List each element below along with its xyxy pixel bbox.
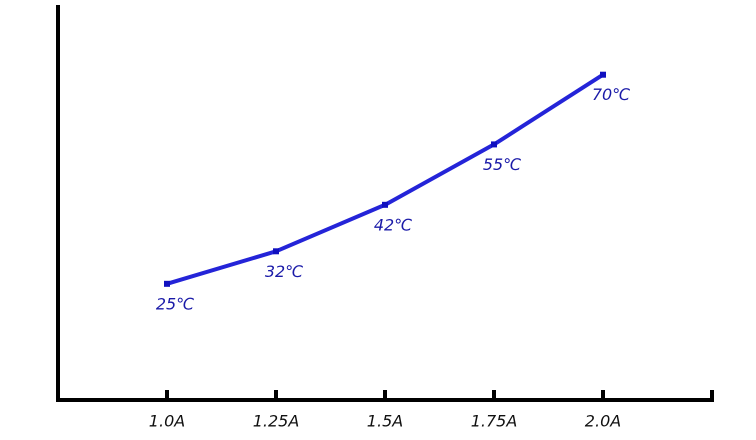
data-label: 42℃: [374, 215, 412, 234]
line: [166, 73, 605, 286]
x-tick-label: 1.0A: [149, 412, 185, 431]
data-label: 70℃: [592, 85, 630, 104]
x-tick-label: 1.5A: [367, 412, 403, 431]
point: [491, 141, 497, 148]
point: [382, 201, 388, 208]
x-tick-label: 2.0A: [585, 412, 621, 431]
point: [164, 280, 170, 287]
point: [600, 71, 606, 78]
point: [273, 248, 279, 255]
x-tick-label: 1.75A: [471, 412, 518, 431]
x-tick-label: 1.25A: [253, 412, 300, 431]
data-label: 55℃: [483, 155, 521, 174]
data-label: 25℃: [156, 294, 194, 313]
data-label: 32℃: [265, 262, 303, 281]
